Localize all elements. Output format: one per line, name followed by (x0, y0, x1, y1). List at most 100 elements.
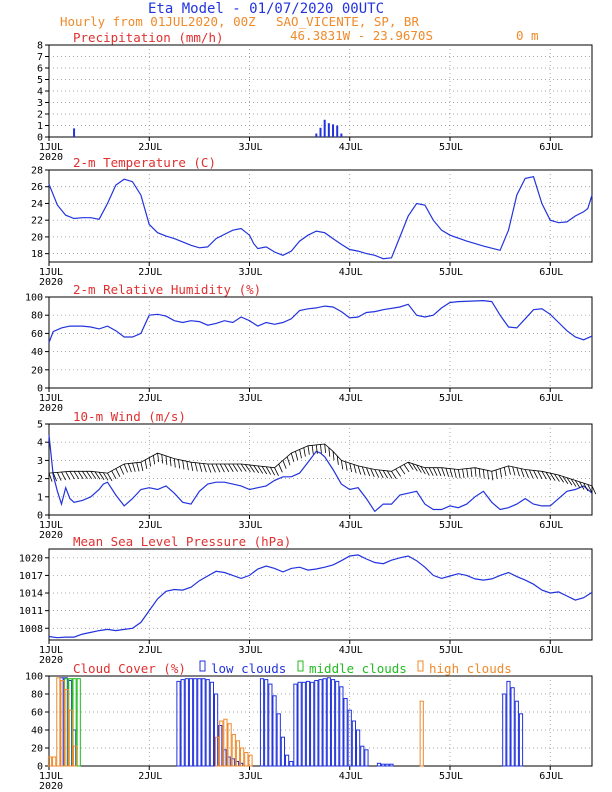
wind-barb (587, 484, 593, 493)
cloud-bar (297, 681, 302, 767)
y-tick-label: 1008 (19, 624, 43, 635)
wind-barb (470, 468, 473, 478)
wind-barb (236, 463, 243, 472)
wind-barb (533, 470, 538, 479)
x-tick-label: 4JUL (339, 645, 363, 656)
x-tick-label: 2JUL (138, 771, 162, 782)
relative_humidity-line (48, 299, 593, 343)
wind-barb (203, 463, 207, 473)
cloud-bar (310, 681, 315, 767)
wind-barb (374, 469, 380, 478)
wind-barb (345, 461, 348, 471)
y-tick-label: 4 (37, 438, 43, 449)
wind-barb (386, 470, 393, 479)
y-tick-label: 1 (37, 121, 43, 132)
panel-frame (48, 169, 593, 263)
x-tick-label: 2JUL (138, 520, 162, 531)
x-tick-label: 4JUL (339, 520, 363, 531)
wind-barb (169, 457, 172, 467)
x-tick-label: 5JUL (439, 142, 463, 153)
wind-barb (56, 472, 62, 481)
x-tick-label: 3JUL (238, 393, 262, 404)
wind-barb (315, 444, 318, 454)
cloud-bar (326, 677, 331, 767)
wind_speed-line (48, 434, 593, 513)
y-tick-label: 0 (37, 762, 43, 773)
cloud-bar (502, 693, 507, 767)
legend-low-label: low clouds (211, 661, 286, 676)
y-tick-label: 5 (37, 75, 43, 86)
x-tick-label: 5JUL (439, 267, 463, 278)
x-tick-label: 5JUL (439, 393, 463, 404)
x-tick-label: 6JUL (539, 393, 563, 404)
wind-barb (416, 464, 422, 473)
wind-barb (144, 459, 148, 469)
panel-4: 0 1 2 3 4 5 1JUL 2JUL 3JUL 4JUL 5JUL 6JUL 2020 10-m W… (37, 409, 597, 541)
x-tick-label: 5JUL (439, 520, 463, 531)
cloud-bar (518, 713, 524, 767)
x-tick-label: 1JUL (39, 142, 63, 153)
wind-barb (495, 469, 498, 479)
y-tick-label: 3 (37, 98, 43, 109)
wind-barb (211, 463, 216, 473)
wind-barb (591, 485, 597, 495)
y-tick-label: 8 (37, 41, 43, 52)
wind-barb (361, 466, 366, 476)
legend-middle-label: middle clouds (309, 661, 407, 676)
wind-barb (123, 463, 128, 473)
wind-barb (349, 463, 353, 473)
y-tick-label: 1014 (19, 589, 43, 600)
y-tick-label: 100 (25, 672, 43, 683)
wind-barb-baseline (48, 443, 593, 487)
wind-barb (487, 470, 489, 480)
cloud-bar (330, 679, 336, 767)
wind-barb (570, 478, 577, 487)
wind-barb (194, 462, 198, 472)
wind-barb (182, 460, 185, 470)
x-tick-label: 3JUL (238, 142, 262, 153)
cloud-bar (264, 679, 269, 767)
wind-barb (336, 455, 339, 465)
wind-barb (157, 453, 160, 463)
year-label: 2020 (39, 152, 63, 163)
cloud-bar (231, 734, 236, 767)
cloud-bar (52, 756, 57, 767)
x-tick-label: 3JUL (238, 267, 262, 278)
wind-barb (512, 466, 516, 476)
wind-barb (549, 472, 556, 481)
y-tick-label: 100 (25, 293, 43, 304)
cloud-bar (272, 695, 277, 767)
x-tick-label: 2JUL (138, 267, 162, 278)
cloud-bar (276, 713, 281, 767)
year-label: 2020 (39, 403, 63, 414)
wind-barb (69, 471, 75, 480)
year-label: 2020 (39, 655, 63, 666)
wind-barb (320, 444, 322, 454)
wind-barb (198, 463, 203, 472)
x-tick-label: 1JUL (39, 393, 63, 404)
wind-barb (274, 467, 279, 476)
wind-barb (403, 464, 410, 473)
x-tick-label: 4JUL (339, 393, 363, 404)
chart-title: Eta Model - 01/07/2020 00UTC (148, 1, 384, 17)
wind-barb (366, 467, 371, 477)
cloud-bar (364, 749, 369, 767)
wind-barb (424, 467, 430, 476)
year-label: 2020 (39, 530, 63, 541)
cloud-bar (268, 683, 273, 767)
wind-barb (466, 468, 469, 478)
cloud-legend: low clouds middle clouds high clouds (199, 660, 512, 676)
y-tick-label: 4 (37, 87, 43, 98)
cloud-bar (347, 709, 352, 767)
cloud-bar (223, 718, 228, 767)
wind-barb (378, 469, 384, 479)
y-tick-label: 0 (37, 133, 43, 144)
wind-barb (94, 471, 101, 480)
y-tick-label: 6 (37, 64, 43, 75)
wind-barb (541, 471, 547, 480)
wind-barb (107, 472, 113, 482)
cloud-bar (56, 677, 61, 767)
legend-high-swatch (417, 660, 424, 672)
y-tick-label: 22 (31, 216, 43, 227)
